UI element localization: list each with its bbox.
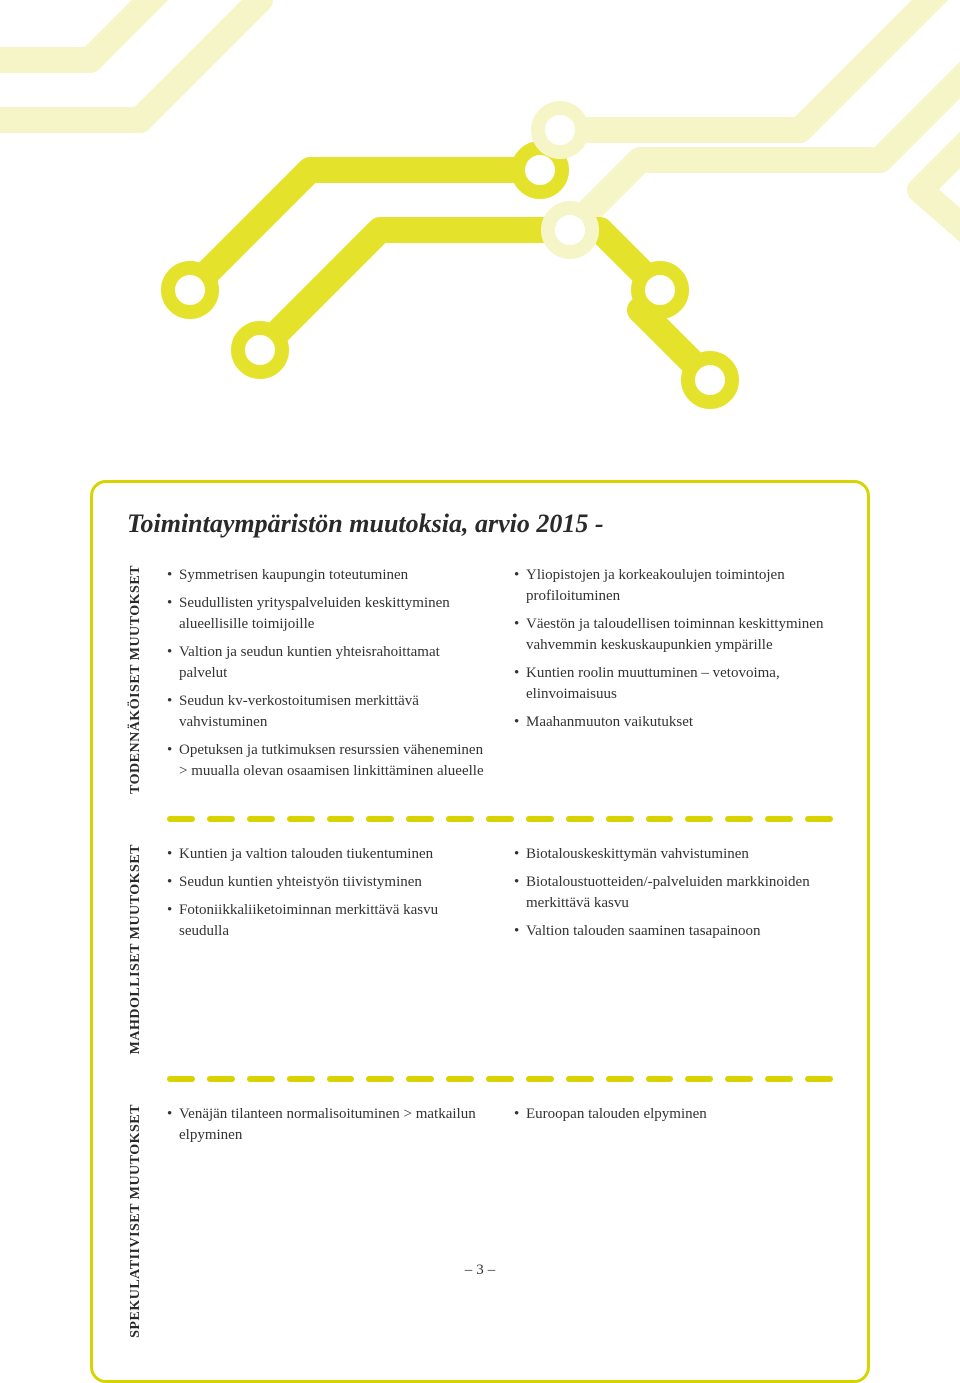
divider-dash (406, 816, 434, 822)
section-possible-right: Biotalouskeskittymän vahvistuminen Biotal… (514, 844, 833, 949)
section-speculative: SPEKULATIIVISET MUUTOKSET Venäjän tilant… (127, 1096, 833, 1346)
divider-dash (486, 1076, 514, 1082)
list-item: Maahanmuuton vaikutukset (514, 712, 833, 733)
divider-dash (725, 1076, 753, 1082)
divider-dash (765, 1076, 793, 1082)
divider-dash (805, 816, 833, 822)
divider-dash (446, 1076, 474, 1082)
divider-dash (566, 816, 594, 822)
section-speculative-right: Euroopan talouden elpyminen (514, 1104, 833, 1153)
list-item: Opetuksen ja tutkimuksen resurssien vähe… (167, 740, 486, 782)
divider-dash (207, 816, 235, 822)
info-card: Toimintaympäristön muutoksia, arvio 2015… (90, 480, 870, 1383)
list-item: Symmetrisen kaupungin toteutuminen (167, 565, 486, 586)
page: Toimintaympäristön muutoksia, arvio 2015… (0, 0, 960, 1307)
divider-dash (287, 1076, 315, 1082)
section-possible-columns: Kuntien ja valtion talouden tiukentumine… (157, 844, 833, 949)
divider-dash (526, 1076, 554, 1082)
divider-dash (167, 816, 195, 822)
divider-dash (207, 1076, 235, 1082)
list-item: Valtion talouden saaminen tasapainoon (514, 921, 833, 942)
list-item: Biotaloustuotteiden/-palveluiden markkin… (514, 872, 833, 914)
section-probable-left: Symmetrisen kaupungin toteutuminen Seudul… (167, 565, 486, 789)
page-number: –3– (0, 1262, 960, 1279)
divider-dash (606, 816, 634, 822)
card-title: Toimintaympäristön muutoksia, arvio 2015… (127, 509, 833, 539)
divider-dash (566, 1076, 594, 1082)
list-item: Väestön ja taloudellisen toiminnan keski… (514, 614, 833, 656)
section-possible: MAHDOLLISET MUUTOKSET Kuntien ja valtion… (127, 836, 833, 1062)
divider-dash (685, 1076, 713, 1082)
list-item: Biotalouskeskittymän vahvistuminen (514, 844, 833, 865)
section-speculative-left: Venäjän tilanteen normalisoituminen > ma… (167, 1104, 486, 1153)
list-item: Seudullisten yrityspalveluiden keskittym… (167, 593, 486, 635)
list-item: Euroopan talouden elpyminen (514, 1104, 833, 1125)
section-probable-right: Yliopistojen ja korkeakoulujen toimintoj… (514, 565, 833, 789)
divider-dash (167, 1076, 195, 1082)
divider-dash (526, 816, 554, 822)
pagenum-dash-left: – (461, 1262, 477, 1278)
pagenum-dash-right: – (484, 1262, 500, 1278)
section-probable-columns: Symmetrisen kaupungin toteutuminen Seudul… (157, 565, 833, 789)
divider-dash (446, 816, 474, 822)
divider-dash (646, 816, 674, 822)
divider-dash (805, 1076, 833, 1082)
divider-dash (247, 1076, 275, 1082)
section-label-speculative: SPEKULATIIVISET MUUTOKSET (127, 1104, 157, 1338)
divider-dash (327, 1076, 355, 1082)
divider-2 (167, 1076, 833, 1082)
list-item: Seudun kv-verkostoitumisen merkittävä va… (167, 691, 486, 733)
divider-dash (725, 816, 753, 822)
list-item: Venäjän tilanteen normalisoituminen > ma… (167, 1104, 486, 1146)
list-item: Yliopistojen ja korkeakoulujen toimintoj… (514, 565, 833, 607)
divider-dash (606, 1076, 634, 1082)
divider-dash (765, 816, 793, 822)
divider-1 (167, 816, 833, 822)
divider-dash (366, 816, 394, 822)
divider-dash (247, 816, 275, 822)
divider-dash (646, 1076, 674, 1082)
divider-dash (366, 1076, 394, 1082)
divider-dash (486, 816, 514, 822)
section-speculative-columns: Venäjän tilanteen normalisoituminen > ma… (157, 1104, 833, 1153)
list-item: Kuntien roolin muuttuminen – vetovoima, … (514, 663, 833, 705)
list-item: Kuntien ja valtion talouden tiukentumine… (167, 844, 486, 865)
pagenum-value: 3 (476, 1262, 484, 1278)
divider-dash (685, 816, 713, 822)
section-possible-left: Kuntien ja valtion talouden tiukentumine… (167, 844, 486, 949)
list-item: Valtion ja seudun kuntien yhteisrahoitta… (167, 642, 486, 684)
section-probable: TODENNÄKÖISET MUUTOKSET Symmetrisen kaup… (127, 557, 833, 802)
divider-dash (406, 1076, 434, 1082)
section-label-possible: MAHDOLLISET MUUTOKSET (127, 844, 157, 1054)
section-label-probable: TODENNÄKÖISET MUUTOKSET (127, 565, 157, 794)
divider-dash (287, 816, 315, 822)
list-item: Seudun kuntien yhteistyön tiivistyminen (167, 872, 486, 893)
list-item: Fotoniikkaliiketoiminnan merkittävä kasv… (167, 900, 486, 942)
divider-dash (327, 816, 355, 822)
